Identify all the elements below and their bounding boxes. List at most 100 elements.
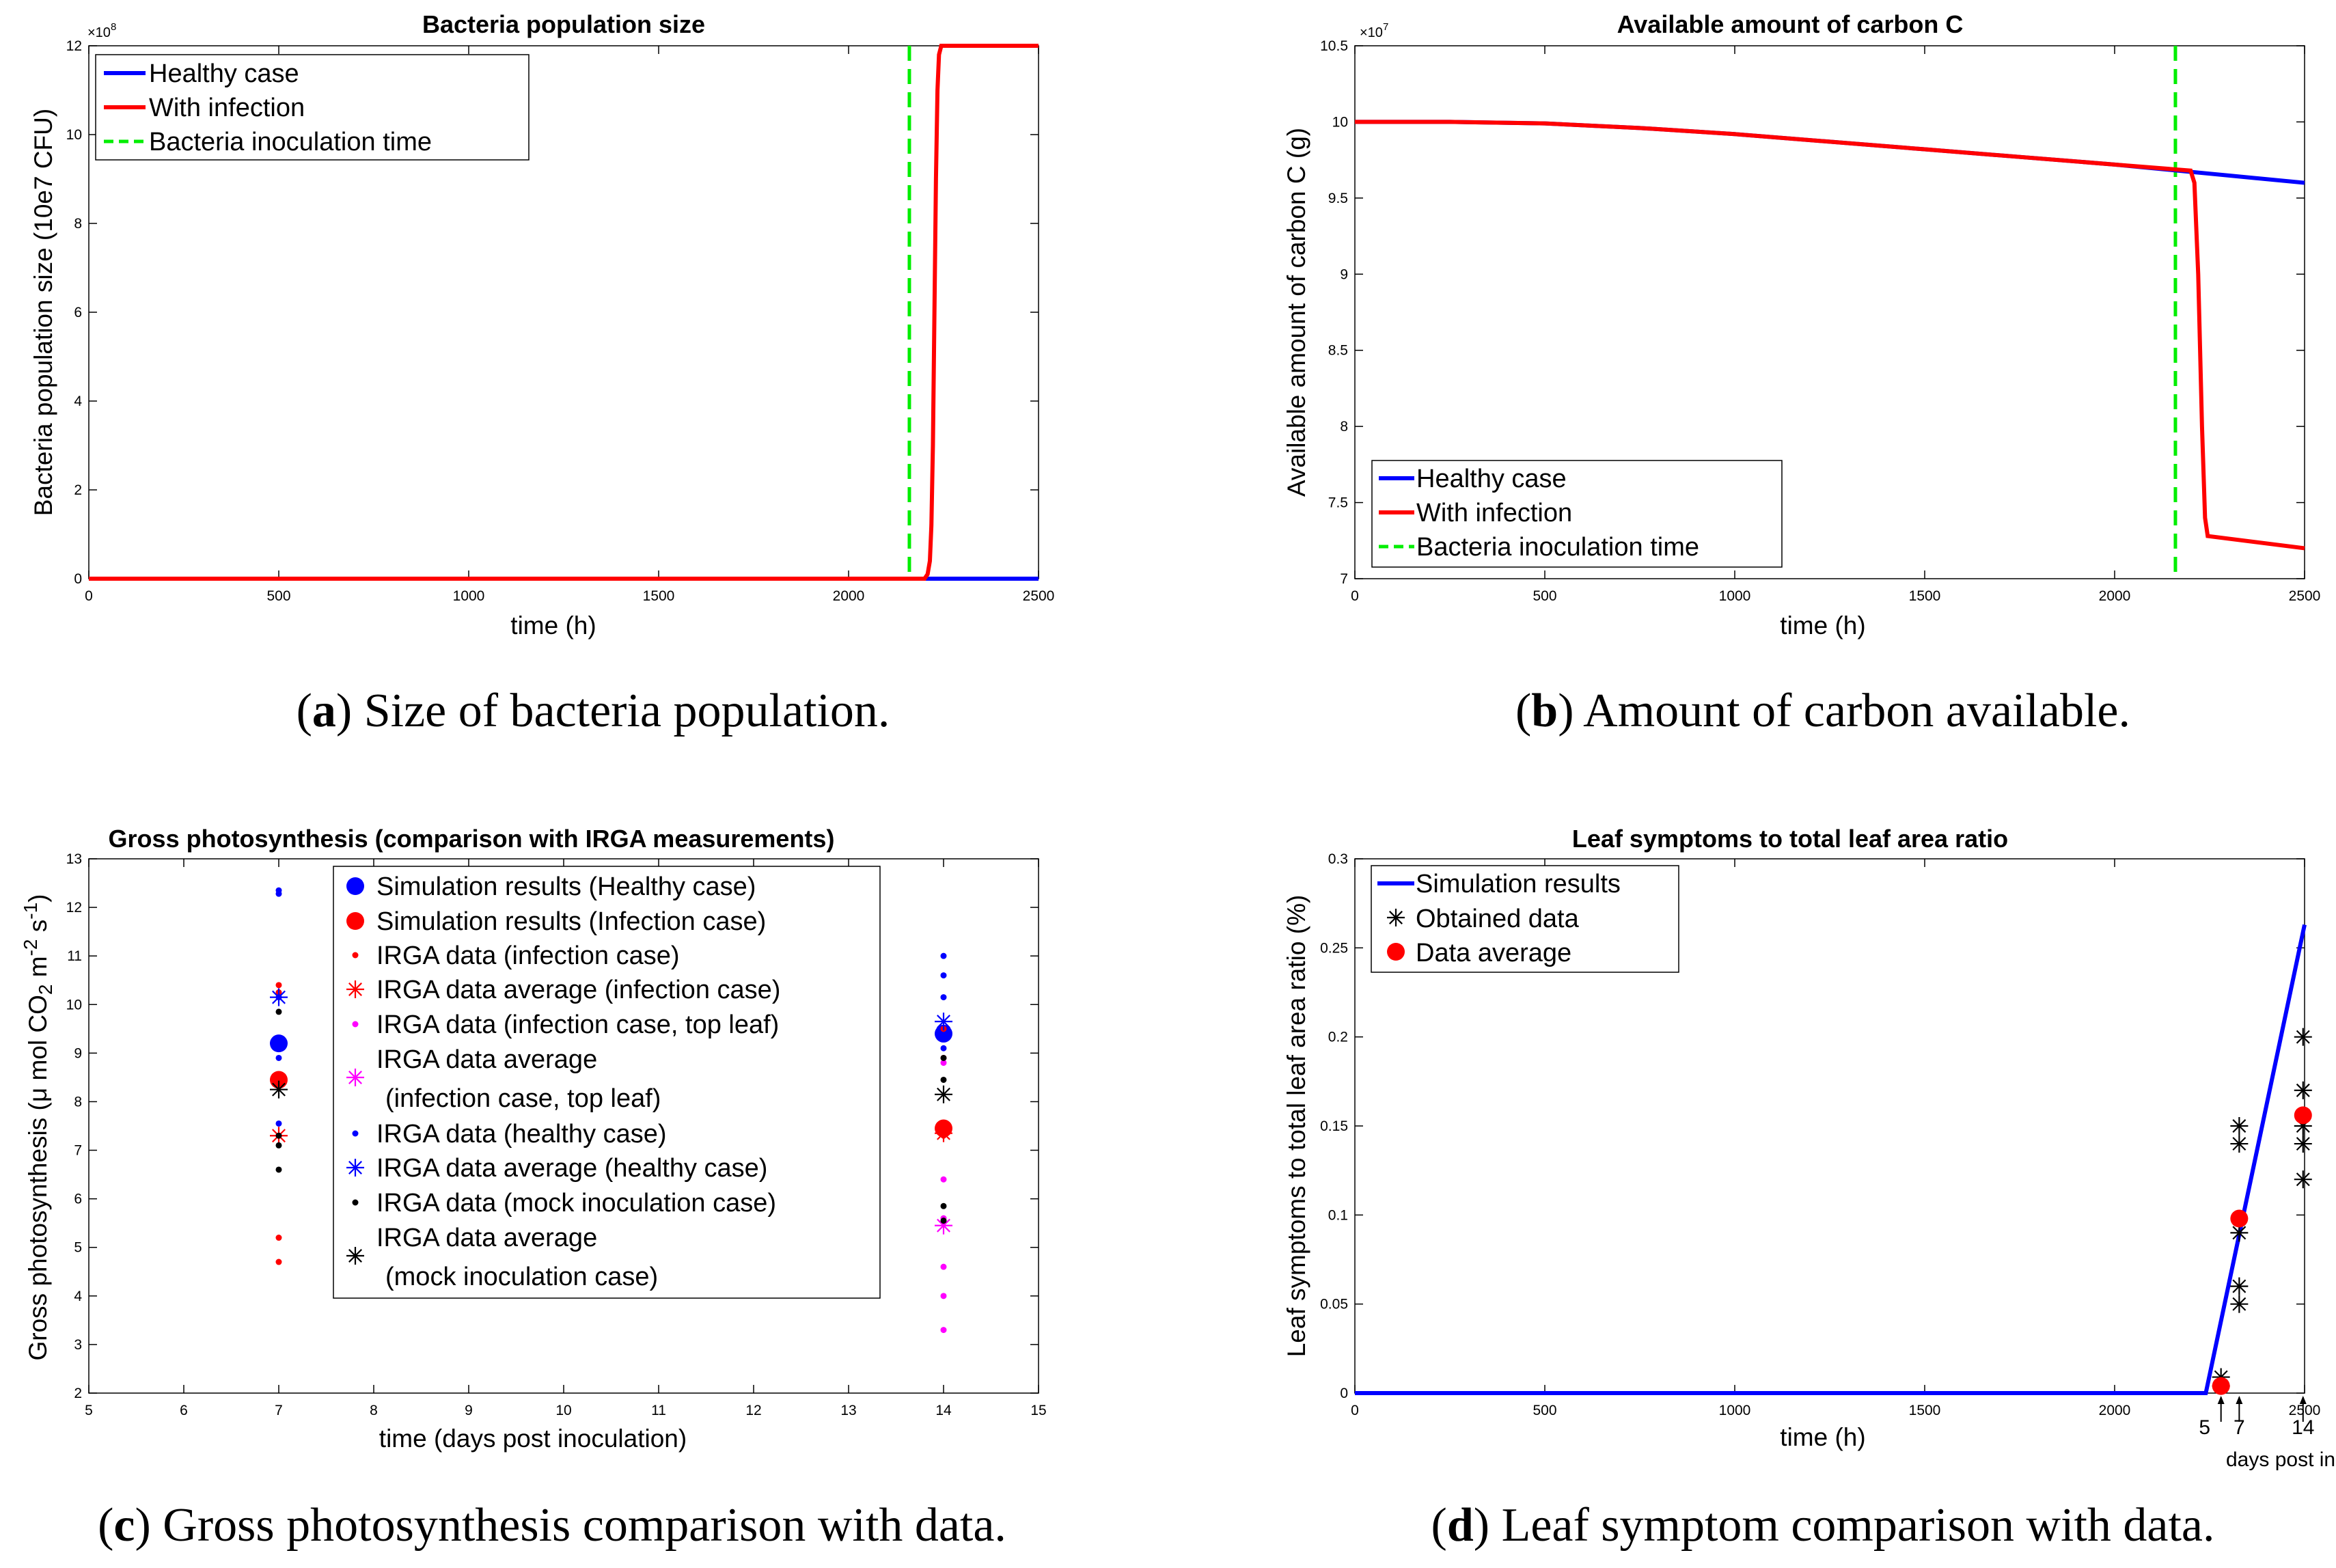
chart-a-series-infection bbox=[89, 44, 1039, 581]
chart-b-legend-healthy: Healthy case bbox=[1416, 465, 1567, 493]
chart-c-ytick-label-10: 12 bbox=[66, 900, 82, 916]
chart-c-point-s7-0 bbox=[270, 988, 288, 1006]
chart-b-axes bbox=[1354, 45, 2305, 579]
chart-d-legend-obtained: Obtained data bbox=[1416, 905, 1580, 933]
chart-d-point-obtained-8 bbox=[2294, 1081, 2312, 1099]
chart-c-point-s3-1 bbox=[935, 1124, 952, 1142]
chart-d-legend-swatch-obtained bbox=[1387, 909, 1405, 926]
chart-a-ytick-label-2: 4 bbox=[74, 394, 82, 409]
chart-c-point-s0-1 bbox=[935, 1024, 952, 1043]
chart-c-point-s9-1 bbox=[935, 1085, 952, 1103]
chart-c-point-s4-2 bbox=[940, 1263, 947, 1270]
chart-b-xtick-label-0: 0 bbox=[1351, 588, 1359, 604]
chart-c-xtick-label-6: 11 bbox=[651, 1403, 666, 1418]
chart-b-series-healthy bbox=[1355, 120, 2305, 185]
chart-c-legend-2: IRGA data (infection case) bbox=[376, 941, 680, 970]
chart-c-xtick-label-1: 6 bbox=[180, 1403, 188, 1418]
chart-c-point-s6-5 bbox=[940, 952, 947, 959]
chart-c-point-s8-2 bbox=[275, 1142, 282, 1149]
chart-c-legend-swatch-1 bbox=[346, 912, 364, 930]
chart-a-xtick-label-1: 500 bbox=[266, 588, 290, 604]
chart-c-legend-swatch-6 bbox=[352, 1130, 359, 1137]
chart-a-ytick-label-3: 6 bbox=[74, 305, 82, 320]
chart-c-ytick-label-9: 11 bbox=[67, 948, 82, 964]
chart-c-ylabel: Gross photosynthesis (μ mol CO2 m-2 s-1) bbox=[20, 894, 56, 1360]
chart-c-legend-swatch-2 bbox=[352, 952, 359, 959]
chart-c-legend-8: IRGA data average (healthy case) bbox=[376, 1154, 767, 1183]
chart-d-ytick-label-2: 0.1 bbox=[1328, 1207, 1348, 1223]
chart-c-ytick-label-8: 10 bbox=[66, 997, 82, 1013]
chart-b-legend-infection: With infection bbox=[1416, 499, 1572, 527]
chart-c-point-s8-3 bbox=[275, 1166, 282, 1173]
chart-c-xlabel: time (days post inoculation) bbox=[379, 1425, 687, 1453]
chart-panel-a: Bacteria population size ×108 024681012 … bbox=[29, 10, 1054, 737]
chart-d-ytick-label-6: 0.3 bbox=[1328, 851, 1348, 867]
chart-a-xtick-label-3: 1500 bbox=[643, 588, 675, 604]
chart-c-ytick-label-2: 4 bbox=[74, 1289, 82, 1304]
chart-d-ytick-label-1: 0.05 bbox=[1320, 1297, 1348, 1312]
chart-d-xtick-label-5: 2500 bbox=[2289, 1403, 2321, 1418]
chart-c-xtick-label-10: 15 bbox=[1030, 1403, 1046, 1418]
chart-a-xtick-label-2: 1000 bbox=[453, 588, 485, 604]
chart-d-legend-simulation: Simulation results bbox=[1416, 870, 1621, 898]
chart-d-day-arrowhead-1 bbox=[2236, 1396, 2243, 1404]
chart-b-ylabel: Available amount of carbon C (g) bbox=[1282, 128, 1310, 497]
chart-c-legend-swatch-0 bbox=[346, 877, 364, 895]
chart-c-point-s4-3 bbox=[940, 1293, 947, 1299]
chart-b-ytick-label-7: 10.5 bbox=[1320, 38, 1348, 54]
chart-c-point-s4-4 bbox=[940, 1327, 947, 1334]
chart-c-xtick-label-5: 10 bbox=[555, 1403, 571, 1418]
chart-d-xtick-label-2: 1000 bbox=[1719, 1403, 1751, 1418]
chart-a-legend-infection: With infection bbox=[149, 94, 305, 122]
chart-c-legend-swatch-3 bbox=[346, 980, 364, 998]
chart-b-ytick-label-4: 9 bbox=[1340, 266, 1348, 282]
chart-d-point-average-0 bbox=[2212, 1377, 2230, 1395]
chart-c-point-s2-5 bbox=[275, 1258, 282, 1265]
chart-a-title: Bacteria population size bbox=[422, 10, 705, 38]
chart-panel-d: Leaf symptoms to total leaf area ratio 0… bbox=[1282, 825, 2336, 1552]
chart-d-ytick-label-0: 0 bbox=[1340, 1386, 1348, 1401]
chart-d-ytick-label-4: 0.2 bbox=[1328, 1030, 1348, 1045]
chart-a-ytick-label-6: 12 bbox=[66, 38, 82, 54]
chart-b-title: Available amount of carbon C bbox=[1617, 10, 1964, 38]
chart-d-day-label-2: 14 bbox=[2292, 1416, 2314, 1439]
chart-a-xtick-label-0: 0 bbox=[85, 588, 93, 604]
chart-d-days-label: days post inoculation bbox=[2226, 1448, 2336, 1471]
chart-c-legend-4: IRGA data (infection case, top leaf) bbox=[376, 1010, 779, 1039]
chart-a-legend-inoculation: Bacteria inoculation time bbox=[149, 128, 432, 156]
chart-a-legend-healthy: Healthy case bbox=[149, 59, 299, 88]
chart-c-ytick-label-0: 2 bbox=[74, 1386, 82, 1401]
chart-c-legend-1: Simulation results (Infection case) bbox=[376, 907, 766, 936]
chart-d-point-obtained-11 bbox=[2294, 1170, 2312, 1189]
chart-c-ytick-label-1: 3 bbox=[74, 1337, 82, 1353]
chart-d-legend: Simulation results Obtained data Data av… bbox=[1371, 865, 1679, 973]
chart-b-xtick-label-1: 500 bbox=[1533, 588, 1556, 604]
chart-a-ytick-label-5: 10 bbox=[66, 127, 82, 143]
chart-b-xlabel: time (h) bbox=[1780, 611, 1865, 639]
chart-a-legend: Healthy case With infection Bacteria ino… bbox=[95, 54, 530, 161]
chart-c-point-s8-7 bbox=[940, 1054, 947, 1061]
chart-d-point-obtained-5 bbox=[2230, 1277, 2249, 1295]
chart-c-point-s9-0 bbox=[270, 1080, 288, 1099]
chart-b-xtick-label-2: 1000 bbox=[1719, 588, 1751, 604]
chart-d-ytick-label-5: 0.25 bbox=[1320, 940, 1348, 956]
chart-c-legend-10: IRGA data average bbox=[376, 1224, 597, 1252]
chart-d-series-simulation bbox=[1355, 924, 2307, 1395]
chart-d-ylabel: Leaf symptoms to total leaf area ratio (… bbox=[1282, 895, 1310, 1358]
chart-c-point-s6-6 bbox=[940, 972, 947, 979]
chart-b-ytick-label-3: 8.5 bbox=[1328, 343, 1348, 359]
chart-c-point-s6-7 bbox=[940, 994, 947, 1001]
chart-d-xtick-label-0: 0 bbox=[1351, 1403, 1359, 1418]
chart-c-point-s8-5 bbox=[940, 1202, 947, 1209]
chart-b-series-infection bbox=[1355, 120, 2305, 551]
chart-c-xtick-label-4: 9 bbox=[465, 1403, 473, 1418]
chart-c-ytick-label-5: 7 bbox=[74, 1143, 82, 1159]
chart-panel-c: Gross photosynthesis (comparison with IR… bbox=[20, 825, 1047, 1552]
chart-c-point-s2-2 bbox=[275, 1074, 282, 1081]
chart-c-point-s8-4 bbox=[940, 1076, 947, 1083]
chart-d-legend-average: Data average bbox=[1416, 939, 1571, 967]
chart-c-point-s6-4 bbox=[275, 1120, 282, 1127]
chart-c-ytick-label-7: 9 bbox=[74, 1045, 82, 1061]
caption-a: (a) Size of bacteria population. bbox=[297, 685, 890, 737]
